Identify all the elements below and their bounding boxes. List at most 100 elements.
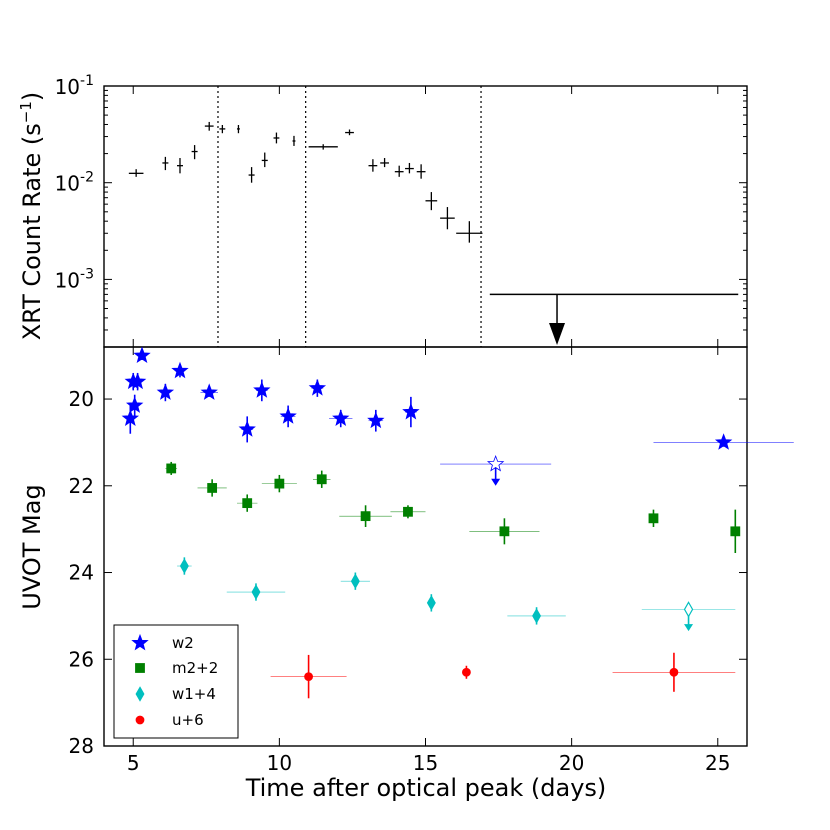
star-point-15: [402, 396, 420, 428]
xrt-point-12: [308, 144, 338, 150]
star-point-4: [128, 372, 147, 391]
star-point-16: [653, 433, 794, 450]
circle-point-3: [612, 652, 736, 692]
diamond-point-1: [177, 557, 192, 575]
star-point-8: [200, 383, 218, 400]
series-circle: [270, 652, 736, 699]
star-marker: [128, 372, 147, 390]
square-point-2: [197, 479, 227, 497]
uvot-x-tick-label: 10: [267, 751, 292, 775]
square-point-6: [339, 505, 392, 527]
star-marker: [253, 381, 271, 398]
xrt-upper-limit-arrow-head: [549, 322, 566, 345]
xrt-point-21: [456, 221, 483, 243]
series-diamond: [177, 557, 736, 632]
star-point-7: [171, 361, 189, 379]
square-point-9: [648, 509, 659, 527]
diamond-point-5: [507, 607, 566, 625]
square-marker: [403, 506, 413, 517]
circle-marker: [669, 667, 679, 677]
diamond-point-4: [426, 594, 436, 612]
xrt-point-4: [191, 145, 198, 160]
xrt-y-ticks: 10-3 10-2 10-1: [55, 73, 747, 331]
upper-limit-arrow-head: [491, 478, 501, 486]
legend-marker-circle: [135, 715, 145, 725]
star-point-10: [253, 379, 271, 402]
xrt-panel: 10-3 10-2 10-1 XRT Count Rate (s−1): [17, 73, 748, 348]
uvot-data-points: [121, 346, 794, 699]
uvot-y-tick-label: 26: [69, 647, 94, 671]
star-marker: [133, 346, 151, 364]
star-marker: [308, 379, 327, 396]
xrt-y-tick-label: 10-1: [55, 73, 94, 99]
xrt-y-tick-label: 10-2: [55, 170, 94, 196]
uvot-y-tick-label: 24: [69, 561, 94, 585]
star-point-3: [126, 394, 144, 417]
xrt-point-18: [416, 164, 426, 179]
xrt-data-points: [128, 121, 483, 243]
xrt-point-10: [273, 132, 280, 144]
star-marker: [126, 396, 144, 413]
circle-marker: [304, 672, 313, 682]
star-marker: [367, 411, 385, 429]
uvot-x-tick-label: 20: [559, 751, 584, 775]
diamond-point-3: [340, 572, 370, 590]
series-square: [165, 461, 741, 554]
diamond-marker: [426, 595, 436, 611]
xrt-point-6: [219, 125, 226, 134]
xrt-vertical-lines: [217, 86, 482, 347]
square-marker: [207, 483, 218, 493]
star-point-12: [308, 379, 327, 397]
legend-marker-square: [135, 663, 145, 673]
xrt-point-13: [345, 129, 354, 136]
xrt-upper-limit: [489, 293, 739, 345]
square-point-4: [261, 474, 297, 493]
star-marker: [171, 361, 189, 379]
square-point-1: [165, 461, 178, 475]
diamond-marker: [251, 584, 261, 600]
xrt-panel-frame: [103, 85, 748, 348]
square-point-3: [236, 494, 258, 512]
uvot-y-tick-label: 20: [69, 387, 94, 411]
square-marker: [242, 498, 253, 509]
circle-point-2: [462, 665, 471, 679]
xrt-point-17: [405, 162, 414, 174]
square-marker: [316, 474, 327, 485]
legend-label-m2: m2+2: [172, 659, 218, 677]
star-point-11: [279, 405, 297, 428]
xrt-point-1: [128, 169, 144, 177]
xrt-y-axis-label: XRT Count Rate (s−1): [17, 92, 46, 341]
xrt-point-11: [292, 135, 296, 146]
diamond-point-2: [226, 583, 286, 601]
xrt-point-5: [204, 121, 214, 131]
square-point-8: [469, 518, 540, 545]
xrt-point-2: [162, 156, 169, 171]
square-marker: [499, 526, 510, 537]
diamond-marker: [179, 558, 189, 574]
star-marker: [714, 433, 733, 450]
legend-marker-star: [131, 633, 149, 651]
xrt-point-7: [236, 125, 240, 134]
xrt-point-3: [176, 158, 183, 174]
star-marker: [200, 383, 218, 400]
legend-label-w2: w2: [172, 634, 194, 652]
star-marker: [279, 407, 297, 424]
star-marker: [121, 409, 139, 426]
legend-label-u: u+6: [172, 711, 204, 729]
legend: w2 m2+2 w1+4 u+6: [113, 624, 239, 739]
legend-marker-diamond: [135, 686, 145, 702]
square-marker: [360, 511, 371, 522]
xrt-x-ticks: [132, 86, 719, 347]
square-point-7: [390, 505, 426, 519]
xrt-point-15: [380, 158, 389, 168]
star-point-1: [121, 403, 139, 434]
x-axis-label: Time after optical peak (days): [245, 774, 607, 802]
square-point-5: [312, 470, 331, 488]
diamond-upper-limit-1: [641, 601, 736, 632]
star-point-14: [367, 409, 385, 432]
xrt-y-tick-label: 10-3: [55, 266, 94, 292]
star-upper-limit-1: [440, 454, 552, 486]
uvot-y-tick-label: 22: [69, 474, 94, 498]
uvot-axis-ticks: 5 10 15 20 25 20 22 24 26 28: [69, 347, 747, 775]
